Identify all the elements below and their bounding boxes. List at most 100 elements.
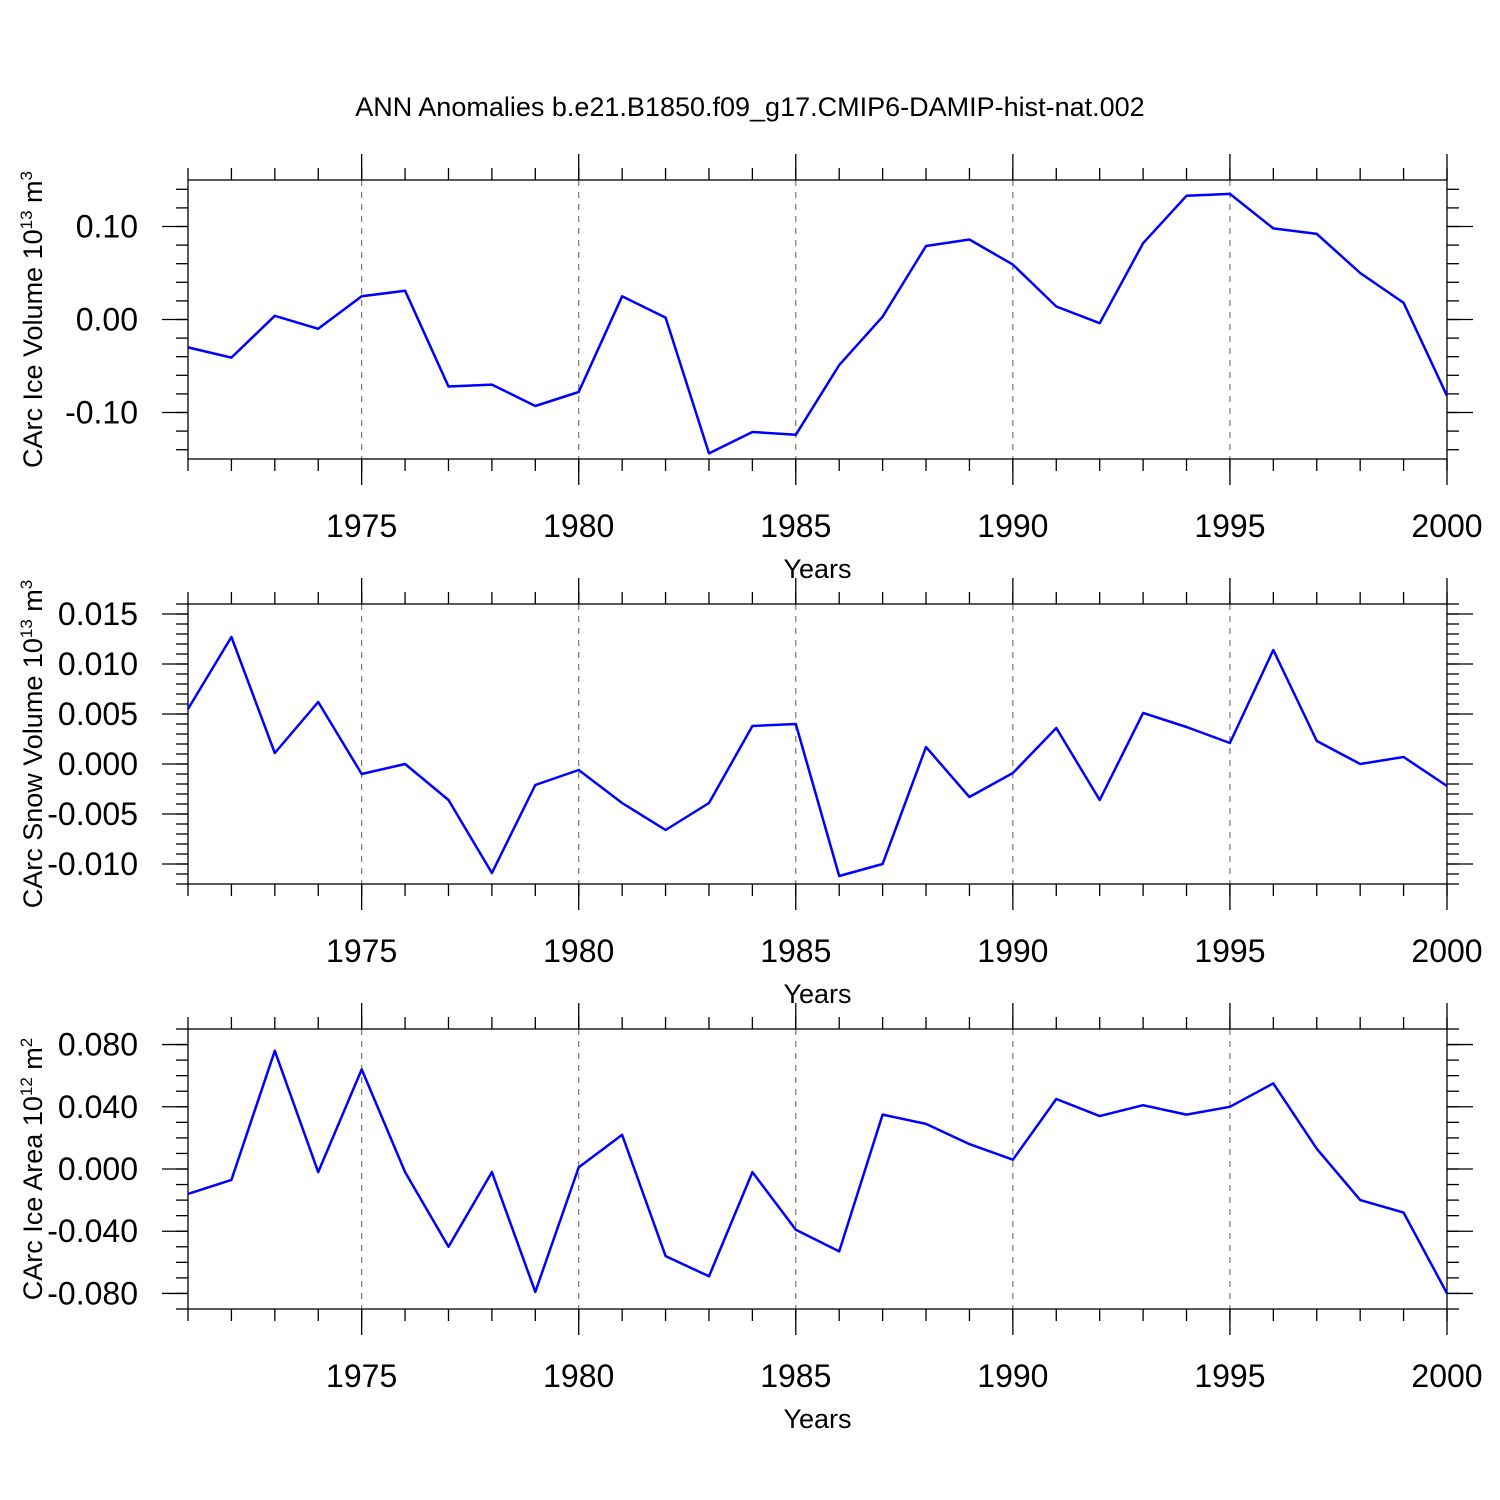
panels-group: 1975 1980 1985 1990 1995 2000 -0.10 0.00 0.10 Yea… xyxy=(17,154,1483,1434)
data-line-ice-area xyxy=(187,1049,1449,1294)
x-tick-label: 1985 xyxy=(760,508,831,544)
data-point-ice-volume xyxy=(663,315,668,320)
x-tick-label: 2000 xyxy=(1411,1358,1482,1394)
data-point-snow-volume xyxy=(706,801,711,806)
data-point-snow-volume xyxy=(316,700,321,705)
data-point-snow-volume xyxy=(186,707,191,712)
data-point-snow-volume xyxy=(924,745,929,750)
x-tick-label: 1975 xyxy=(326,1358,397,1394)
data-point-snow-volume xyxy=(750,724,755,729)
x-axis-label: Years xyxy=(783,554,851,584)
data-point-snow-volume xyxy=(1358,762,1363,767)
y-tick-label: 0.00 xyxy=(76,302,138,338)
data-point-ice-volume xyxy=(793,432,798,437)
data-point-ice-volume xyxy=(1184,193,1189,198)
y-tick-label: 0.005 xyxy=(58,696,138,732)
y-tick-label: -0.080 xyxy=(47,1275,138,1311)
data-point-snow-volume xyxy=(229,635,234,640)
data-point-snow-volume xyxy=(663,828,668,833)
data-point-ice-volume xyxy=(967,237,972,242)
data-point-ice-area xyxy=(229,1177,234,1182)
data-point-ice-volume xyxy=(1010,262,1015,267)
y-tick-label: -0.005 xyxy=(47,796,138,832)
data-point-snow-volume xyxy=(837,874,842,879)
chart-panel-ice-area: 1975 1980 1985 1990 1995 2000 -0.080 -0.040 0.00… xyxy=(17,1003,1483,1434)
data-point-ice-volume xyxy=(186,345,191,350)
y-tick-label: -0.040 xyxy=(47,1213,138,1249)
data-point-snow-volume xyxy=(967,795,972,800)
data-point-ice-area xyxy=(1314,1146,1319,1151)
x-axis-label: Years xyxy=(783,979,851,1009)
data-point-snow-volume xyxy=(489,871,494,876)
data-point-ice-area xyxy=(272,1048,277,1053)
y-tick-label: 0.010 xyxy=(58,646,138,682)
x-axis-label: Years xyxy=(783,1404,851,1434)
data-point-snow-volume xyxy=(1227,741,1232,746)
data-point-ice-area xyxy=(1271,1081,1276,1086)
data-point-ice-area xyxy=(1445,1291,1450,1296)
data-point-ice-area xyxy=(750,1170,755,1175)
data-point-ice-area xyxy=(1054,1097,1059,1102)
data-point-snow-volume xyxy=(793,722,798,727)
data-point-snow-volume xyxy=(1010,771,1015,776)
x-tick-label: 2000 xyxy=(1411,508,1482,544)
data-point-ice-area xyxy=(403,1170,408,1175)
data-point-ice-volume xyxy=(446,384,451,389)
chart-panel-ice-volume: 1975 1980 1985 1990 1995 2000 -0.10 0.00 0.10 Yea… xyxy=(17,154,1483,584)
plot-frame-snow-volume xyxy=(187,603,1448,885)
data-point-ice-volume xyxy=(489,382,494,387)
data-point-ice-area xyxy=(1184,1112,1189,1117)
data-point-ice-volume xyxy=(837,363,842,368)
data-point-snow-volume xyxy=(620,801,625,806)
y-tick-label: 0.10 xyxy=(76,209,138,245)
data-point-snow-volume xyxy=(446,798,451,803)
data-line-ice-volume xyxy=(187,192,1449,455)
data-point-ice-area xyxy=(1358,1198,1363,1203)
data-point-snow-volume xyxy=(1271,648,1276,653)
data-point-ice-volume xyxy=(403,288,408,293)
data-point-ice-area xyxy=(1010,1157,1015,1162)
data-point-ice-area xyxy=(186,1191,191,1196)
data-point-snow-volume xyxy=(880,862,885,867)
data-point-ice-volume xyxy=(1314,231,1319,236)
data-point-ice-volume xyxy=(1401,300,1406,305)
data-point-snow-volume xyxy=(1184,725,1189,730)
data-point-ice-volume xyxy=(1097,321,1102,326)
data-point-snow-volume xyxy=(1097,798,1102,803)
data-point-ice-area xyxy=(576,1165,581,1170)
y-tick-label: 0.000 xyxy=(58,746,138,782)
y-axis-label: CArc Ice Area 1012 m2 xyxy=(17,1038,48,1301)
data-point-snow-volume xyxy=(403,762,408,767)
data-point-snow-volume xyxy=(272,751,277,756)
data-point-ice-volume xyxy=(620,294,625,299)
data-point-ice-volume xyxy=(576,390,581,395)
plot-frame-ice-area xyxy=(187,1028,1448,1310)
y-axis-label: CArc Ice Volume 1013 m3 xyxy=(17,171,48,468)
data-point-ice-volume xyxy=(924,244,929,249)
x-tick-label: 1990 xyxy=(977,933,1048,969)
data-point-snow-volume xyxy=(1445,784,1450,789)
data-point-snow-volume xyxy=(1401,755,1406,760)
y-tick-label: 0.040 xyxy=(58,1089,138,1125)
y-tick-label: 0.080 xyxy=(58,1027,138,1063)
x-tick-label: 1975 xyxy=(326,508,397,544)
x-tick-label: 1990 xyxy=(977,508,1048,544)
x-tick-label: 1995 xyxy=(1194,1358,1265,1394)
y-tick-label: -0.010 xyxy=(47,846,138,882)
data-point-ice-area xyxy=(533,1289,538,1294)
data-point-ice-volume xyxy=(1054,304,1059,309)
data-point-ice-volume xyxy=(359,294,364,299)
data-point-snow-volume xyxy=(576,768,581,773)
x-tick-label: 1985 xyxy=(760,933,831,969)
data-point-snow-volume xyxy=(1314,739,1319,744)
data-point-snow-volume xyxy=(1054,726,1059,731)
x-tick-label: 1975 xyxy=(326,933,397,969)
data-point-ice-volume xyxy=(316,326,321,331)
data-point-ice-area xyxy=(837,1249,842,1254)
data-point-ice-volume xyxy=(272,313,277,318)
data-point-ice-area xyxy=(1227,1104,1232,1109)
data-point-ice-volume xyxy=(229,355,234,360)
data-point-ice-area xyxy=(316,1170,321,1175)
x-tick-label: 1990 xyxy=(977,1358,1048,1394)
